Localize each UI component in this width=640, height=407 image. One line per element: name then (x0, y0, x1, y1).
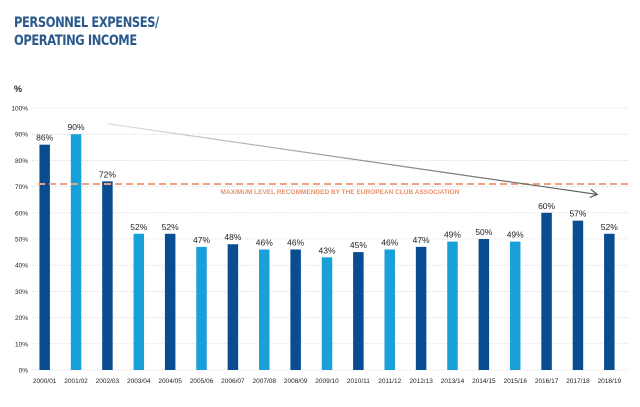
x-tick-label: 2000/01 (33, 378, 57, 385)
trend-arrow (107, 123, 599, 198)
data-label: 52% (130, 222, 147, 232)
bar-2014/15 (478, 239, 490, 370)
data-label: 90% (68, 122, 85, 132)
data-label: 45% (350, 240, 367, 250)
y-tick-label: 100% (11, 106, 28, 113)
bar-2006/07 (227, 244, 239, 370)
data-label: 47% (193, 235, 210, 245)
x-tick-label: 2005/06 (190, 378, 214, 385)
bar-2007/08 (259, 249, 270, 370)
bar-2000/01 (39, 144, 50, 370)
x-tick-label: 2009/10 (315, 378, 339, 385)
bar-2012/13 (415, 246, 427, 370)
x-tick-label: 2012/13 (409, 378, 433, 385)
bar-2013/14 (447, 241, 458, 370)
y-tick-label: 20% (15, 315, 28, 322)
bar-2003/04 (133, 233, 145, 370)
y-tick-label: 60% (15, 210, 28, 217)
data-label: 72% (99, 169, 116, 179)
x-tick-label: 2018/19 (598, 378, 622, 385)
bar-2009/10 (321, 257, 333, 370)
x-tick-label: 2007/08 (253, 378, 277, 385)
y-tick-label: 40% (15, 263, 28, 270)
y-tick-label: 10% (15, 341, 28, 348)
bar-2016/17 (541, 212, 552, 370)
chart-title-line-1: PERSONNEL EXPENSES/ (14, 15, 159, 31)
bar-2010/11 (353, 252, 364, 370)
y-tick-label: 0% (19, 368, 29, 375)
x-tick-label: 2013/14 (441, 378, 465, 385)
x-tick-label: 2016/17 (535, 378, 559, 385)
bar-2015/16 (509, 241, 521, 370)
data-label: 52% (162, 222, 179, 232)
data-label: 47% (413, 235, 430, 245)
data-label: 57% (569, 209, 586, 219)
y-tick-label: 50% (15, 237, 28, 244)
y-unit-label: % (14, 84, 23, 94)
bar-2008/09 (290, 249, 301, 370)
bar-2002/03 (102, 181, 113, 370)
data-label: 46% (381, 237, 398, 247)
data-label: 49% (507, 230, 524, 240)
x-tick-label: 2002/03 (96, 378, 120, 385)
bar-2005/06 (196, 246, 207, 370)
x-tick-label: 2010/11 (347, 378, 370, 385)
x-tick-label: 2006/07 (221, 378, 245, 385)
x-tick-label: 2008/09 (284, 378, 308, 385)
data-label: 48% (224, 232, 241, 242)
y-tick-label: 30% (15, 289, 28, 296)
data-label: 46% (287, 237, 304, 247)
data-label: 60% (538, 201, 555, 211)
data-label: 86% (36, 133, 53, 143)
x-tick-label: 2015/16 (503, 378, 527, 385)
bar-2017/18 (572, 220, 584, 370)
data-label: 46% (256, 237, 273, 247)
reference-line-label: MAXIMUM LEVEL RECOMMENDED BY THE EUROPEA… (221, 189, 460, 196)
bar-2018/19 (604, 233, 615, 370)
chart-title: PERSONNEL EXPENSES/ OPERATING INCOME (14, 14, 159, 50)
x-tick-label: 2014/15 (472, 378, 496, 385)
y-tick-label: 70% (15, 184, 28, 191)
data-label: 49% (444, 230, 461, 240)
bar-2004/05 (164, 233, 176, 370)
chart-title-line-2: OPERATING INCOME (14, 33, 137, 49)
y-tick-label: 80% (15, 158, 28, 165)
bar-2001/02 (70, 134, 82, 370)
data-label: 52% (601, 222, 618, 232)
x-tick-label: 2011/12 (378, 378, 401, 385)
x-tick-label: 2001/02 (64, 378, 88, 385)
x-tick-label: 2004/05 (158, 378, 182, 385)
data-label: 43% (318, 245, 335, 255)
y-tick-label: 90% (15, 132, 28, 139)
x-tick-label: 2017/18 (566, 378, 590, 385)
x-tick-label: 2003/04 (127, 378, 151, 385)
data-label: 50% (475, 227, 492, 237)
bar-2011/12 (384, 249, 395, 370)
